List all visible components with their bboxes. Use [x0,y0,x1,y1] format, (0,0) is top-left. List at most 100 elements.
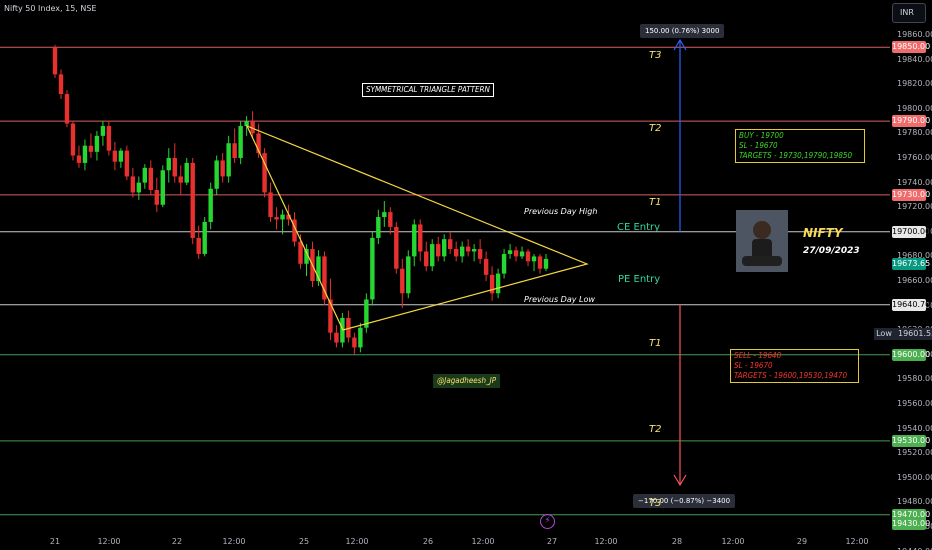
handle-label: @Jagadheesh_JP [433,374,501,388]
candle-body [513,250,519,257]
candle-body [82,145,88,163]
level-price-tag: 19640.70 [892,298,931,311]
y-tick-label: 19840.00 [897,54,932,64]
candle-body [196,237,201,254]
low-value: 19601.55 [894,328,932,340]
candle-body [202,221,207,254]
candle-body [412,224,417,257]
candle-body [340,317,345,343]
candle-body [286,214,291,220]
current-price-tag: 19673.65 [892,258,931,271]
x-tick-label: 27 [546,537,558,546]
target-label: T1 [649,196,662,208]
y-tick-label: 19820.00 [897,79,932,89]
level-price-tag: 19530.00 [892,434,931,447]
candle-body [172,158,177,177]
candle-body [406,256,411,294]
symbol-title: Nifty 50 Index, 15, NSE [4,4,97,13]
candle-body [298,241,303,264]
candle-body [352,337,357,348]
x-tick-label: 12:00 [97,537,121,546]
target-label: T3 [649,50,662,62]
x-tick-label: 25 [298,537,310,546]
candle-body [430,244,435,267]
currency-button[interactable]: INR [892,3,926,23]
candle-body [124,150,130,177]
candle-body [250,121,255,134]
previous-day-low-label: Previous Day Low [524,295,595,304]
candle-body [112,150,118,162]
y-tick-label: 19860.00 [897,30,932,39]
candle-body [136,182,142,193]
candle-body [495,273,501,294]
nifty-label: NIFTY [803,226,843,240]
y-tick-label: 19480.00 [897,497,932,507]
x-tick-label: 12:00 [594,537,618,546]
candle-body [220,160,225,177]
sell-line: SELL - 19640 [734,351,782,360]
pattern-title: SYMMETRICAL TRIANGLE PATTERN [362,83,494,97]
candle-body [364,299,369,328]
candle-body [226,143,231,177]
candle-body [292,219,297,242]
x-tick-label: 21 [49,537,61,546]
candle-body [442,239,447,257]
candle-body [400,268,405,294]
y-tick-label: 19440.00 [897,547,932,550]
symmetrical-triangle [245,124,589,331]
measure-up-arrow [673,38,687,51]
price-tag-extra: 19430.00 [892,518,931,530]
candle-body [471,249,477,252]
candle-body [52,47,58,75]
sell-box: SELL - 19640 SL - 19670 TARGETS - 19600,… [730,349,859,383]
candle-body [465,246,471,252]
candle-body [328,299,333,333]
lightning-icon[interactable]: ⚡ [540,514,555,529]
candle-body [244,121,249,127]
target-label: T2 [649,123,662,135]
level-price-tag: 19730.00 [892,188,931,201]
x-tick-label: 26 [422,537,434,546]
candle-body [178,176,183,183]
candle-body [274,217,279,220]
sell-sl-line: SL - 19670 [734,361,773,370]
candle-body [148,167,154,190]
buy-sl-line: SL - 19670 [739,141,778,150]
y-tick-label: 19520.00 [897,448,932,458]
candle-body [489,274,495,294]
candle-body [346,317,351,338]
y-tick-label: 19800.00 [897,103,932,113]
candle-body [525,251,531,262]
target-label: T3 [649,497,662,509]
candle-body [70,123,76,156]
candle-body [370,237,375,300]
x-tick-label: 28 [671,537,683,546]
candle-body [394,226,399,269]
candle-body [256,133,261,154]
y-tick-label: 19560.00 [897,399,932,408]
target-label: T2 [649,423,662,435]
buy-box: BUY - 19700 SL - 19670 TARGETS - 19730,1… [735,129,865,163]
candle-body [94,135,100,152]
candle-body [160,170,165,205]
candle-body [88,145,94,152]
measure-down-label: −170.00 (−0.87%) −3400 [633,494,736,508]
y-tick-label: 19740.00 [897,177,932,187]
date-label: 27/09/2023 [803,246,860,256]
candle-body [531,256,537,262]
x-tick-label: 12:00 [471,537,495,546]
candle-body [214,160,219,189]
candle-body [190,162,195,238]
level-price-tag: 19790.00 [892,115,931,128]
candle-body [238,126,243,158]
x-tick-label: 12:00 [345,537,369,546]
y-tick-label: 19780.00 [897,128,932,138]
candle-body [418,224,423,252]
candle-body [477,249,483,259]
candle-body [459,246,465,257]
candle-body [382,212,387,218]
candle-body [166,158,171,171]
candle-body [537,256,543,269]
x-tick-label: 22 [171,537,183,546]
